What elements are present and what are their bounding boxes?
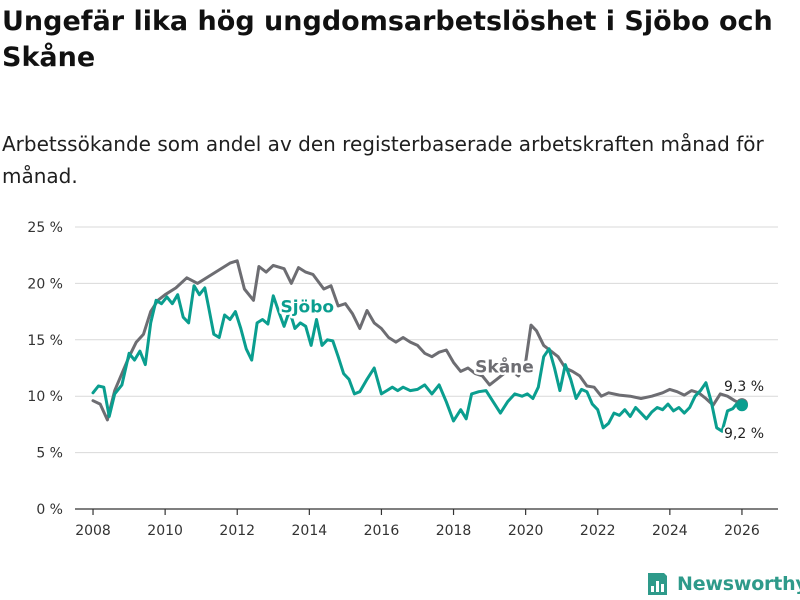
series-label-sjobo: Sjöbo (280, 298, 334, 318)
y-axis: 0 % 5 % 10 % 15 % 20 % 25 % (27, 220, 63, 518)
chart-subtitle: Arbetssökande som andel av den registerb… (2, 132, 764, 188)
y-tick-label: 5 % (36, 446, 63, 462)
series-line-sjobo (91, 284, 744, 433)
x-tick-label: 2012 (219, 523, 255, 539)
brand-logo: Newsworthy (645, 569, 800, 599)
x-tick-label: 2010 (147, 523, 183, 539)
y-tick-label: 10 % (27, 389, 63, 405)
end-label-skane: 9,3 % (724, 379, 764, 395)
grid-lines (75, 226, 778, 454)
x-tick-label: 2020 (508, 523, 544, 539)
x-tick-label: 2014 (292, 523, 328, 539)
end-label-skane-halo: 9,3 % (724, 379, 764, 395)
x-tick-label: 2026 (724, 523, 760, 539)
series-label-skane: Skåne (475, 356, 534, 378)
end-label-sjobo: 9,2 % (724, 426, 764, 442)
x-tick-label: 2008 (75, 523, 111, 539)
newsworthy-icon (648, 573, 667, 595)
y-tick-label: 15 % (27, 333, 63, 349)
series-line-skane (91, 259, 744, 422)
x-axis: 2008 2010 2012 2014 2016 2018 2020 2022 2024 2026 (75, 508, 778, 539)
x-tick-label: 2024 (652, 523, 688, 539)
x-tick-label: 2022 (580, 523, 616, 539)
y-tick-label: 25 % (27, 220, 63, 236)
y-tick-label: 0 % (36, 502, 63, 518)
end-point-sjobo (735, 399, 748, 412)
series-label-sjobo-halo: Sjöbo (280, 298, 334, 318)
y-tick-label: 20 % (27, 276, 63, 292)
end-label-sjobo-halo: 9,2 % (724, 426, 764, 442)
x-tick-label: 2016 (364, 523, 400, 539)
brand-name: Newsworthy (677, 573, 800, 595)
series-label-skane-halo: Skåne (475, 356, 534, 378)
chart-title: Ungefär lika hög ungdomsarbetslöshet i S… (2, 6, 773, 73)
x-tick-label: 2018 (436, 523, 472, 539)
series-lines (91, 259, 748, 433)
